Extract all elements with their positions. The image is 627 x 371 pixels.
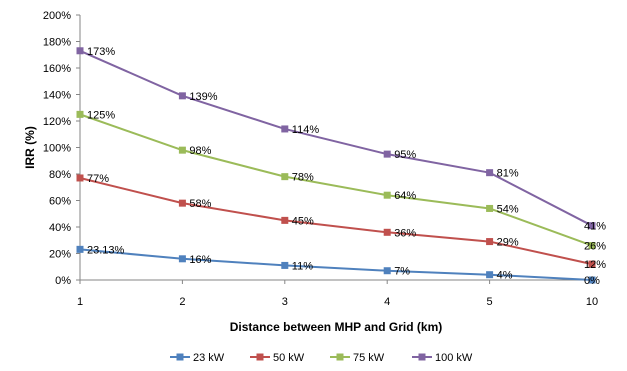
data-point-75kw	[281, 173, 289, 181]
data-label-75kw: 98%	[189, 145, 211, 157]
data-label-23kw: 7%	[394, 266, 410, 278]
series-line-23kw	[79, 248, 593, 281]
data-point-100kw	[178, 92, 186, 100]
data-label-100kw: 173%	[87, 46, 115, 58]
data-point-50kw	[281, 216, 289, 224]
x-axis-title: Distance between MHP and Grid (km)	[230, 320, 443, 334]
data-label-100kw: 41%	[584, 221, 606, 233]
data-label-23kw: 23.13%	[87, 244, 125, 256]
data-point-100kw	[76, 47, 84, 55]
data-point-75kw	[588, 242, 596, 250]
data-point-75kw	[486, 204, 494, 212]
x-tick-label: 1	[77, 296, 83, 308]
legend-label-23kw: 23 kW	[193, 352, 225, 364]
legend-label-75kw: 75 kW	[353, 352, 385, 364]
x-tick-label: 5	[487, 296, 493, 308]
data-labels-layer: 23.13% 16% 11% 7% 4% 0% 77% 58% 45% 36% 29% 12% 125%…	[87, 46, 606, 287]
data-point-50kw	[76, 174, 84, 182]
data-label-50kw: 29%	[497, 237, 519, 249]
y-tick-label: 180%	[43, 37, 71, 49]
data-point-75kw	[76, 110, 84, 118]
data-label-75kw: 54%	[497, 203, 519, 215]
data-label-75kw: 26%	[584, 241, 606, 253]
data-label-50kw: 12%	[584, 259, 606, 271]
y-axis-title: IRR (%)	[23, 126, 37, 169]
y-tick-label: 100%	[43, 143, 71, 155]
data-point-23kw	[76, 245, 84, 253]
data-point-23kw	[281, 261, 289, 269]
y-tick-label: 60%	[49, 196, 71, 208]
data-label-100kw: 139%	[189, 91, 217, 103]
data-point-50kw	[178, 199, 186, 207]
data-label-100kw: 81%	[497, 168, 519, 180]
data-label-50kw: 77%	[87, 173, 109, 185]
legend-label-50kw: 50 kW	[273, 352, 305, 364]
y-tick-label: 200%	[43, 10, 71, 22]
data-label-23kw: 0%	[584, 275, 600, 287]
data-label-23kw: 4%	[497, 270, 513, 282]
data-label-23kw: 11%	[292, 260, 313, 272]
y-tick-label: 20%	[49, 249, 71, 261]
series-layer	[76, 47, 596, 284]
legend: 23 kW 50 kW 75 kW 100 kW	[170, 352, 473, 364]
data-point-100kw	[281, 125, 289, 133]
data-label-50kw: 58%	[189, 198, 211, 210]
data-label-75kw: 64%	[394, 190, 416, 202]
data-point-100kw	[588, 222, 596, 230]
y-tick-label: 80%	[49, 169, 71, 181]
data-label-50kw: 45%	[292, 215, 314, 227]
y-tick-label: 160%	[43, 63, 71, 75]
x-axis: 1 2 3 4 5 10	[77, 279, 598, 308]
legend-marker-50kw	[256, 353, 264, 361]
series-line-75kw	[79, 113, 593, 247]
data-point-23kw	[588, 276, 596, 284]
data-point-50kw	[588, 260, 596, 268]
legend-marker-23kw	[176, 353, 184, 361]
y-tick-label: 40%	[49, 222, 71, 234]
data-label-23kw: 16%	[189, 254, 211, 266]
data-label-100kw: 95%	[394, 149, 416, 161]
x-tick-label: 3	[282, 296, 288, 308]
data-label-75kw: 125%	[87, 109, 115, 121]
data-point-23kw	[486, 271, 494, 279]
x-tick-label: 2	[179, 296, 185, 308]
data-point-75kw	[178, 146, 186, 154]
data-point-50kw	[486, 238, 494, 246]
y-tick-label: 120%	[43, 116, 71, 128]
legend-marker-100kw	[418, 353, 426, 361]
data-point-100kw	[383, 150, 391, 158]
series-line-50kw	[79, 177, 593, 266]
data-point-100kw	[486, 169, 494, 177]
data-label-50kw: 36%	[394, 227, 416, 239]
series-line-100kw	[79, 49, 593, 227]
data-label-100kw: 114%	[292, 124, 320, 136]
data-point-23kw	[383, 267, 391, 275]
y-tick-label: 0%	[55, 275, 71, 287]
x-tick-label: 10	[586, 296, 598, 308]
y-axis: 0% 20% 40% 60% 80% 100% 120% 140% 160% 180% 200%	[43, 10, 81, 287]
data-label-75kw: 78%	[292, 172, 314, 184]
data-point-50kw	[383, 228, 391, 236]
x-tick-label: 4	[384, 296, 390, 308]
data-point-23kw	[178, 255, 186, 263]
data-point-75kw	[383, 191, 391, 199]
y-tick-label: 140%	[43, 90, 71, 102]
legend-marker-75kw	[336, 353, 344, 361]
legend-label-100kw: 100 kW	[435, 352, 473, 364]
